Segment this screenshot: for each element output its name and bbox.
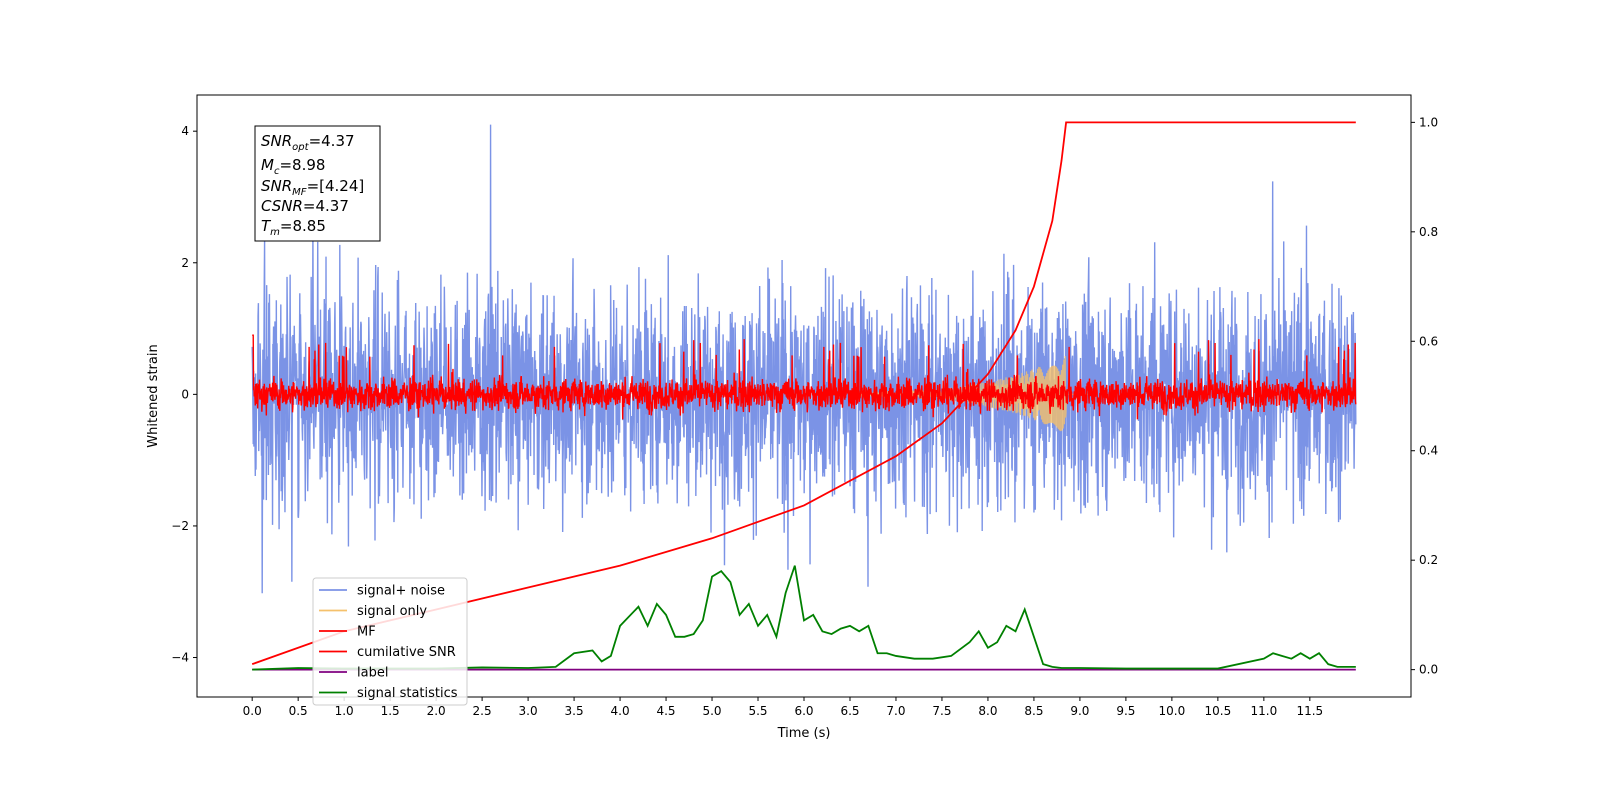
x-tick-label: 9.5 bbox=[1116, 704, 1135, 718]
legend-entry-label: signal+ noise bbox=[357, 584, 445, 599]
legend-entry-label: signal only bbox=[357, 604, 427, 619]
annotation-mc: Mc=8.98 bbox=[261, 156, 325, 177]
annotation-tm: Tm=8.85 bbox=[261, 217, 326, 238]
x-tick-label: 0.0 bbox=[243, 704, 262, 718]
y-left-tick-label: 0 bbox=[181, 387, 189, 401]
y-left-tick-label: −4 bbox=[171, 651, 189, 665]
x-tick-label: 2.0 bbox=[427, 704, 446, 718]
x-tick-label: 2.5 bbox=[473, 704, 492, 718]
x-tick-label: 8.0 bbox=[978, 704, 997, 718]
x-tick-label: 7.5 bbox=[932, 704, 951, 718]
y-right-tick-label: 0.6 bbox=[1419, 334, 1438, 348]
x-tick-label: 7.0 bbox=[886, 704, 905, 718]
legend: signal+ noise signal only MF cumilative SNR… bbox=[312, 577, 468, 706]
annotation-snr-opt: SNRopt=4.37 bbox=[261, 132, 355, 153]
x-tick-label: 6.0 bbox=[794, 704, 813, 718]
y-right-ticks: 1.0 0.8 0.6 0.4 0.2 0.0 bbox=[1411, 115, 1438, 677]
x-tick-label: 8.5 bbox=[1024, 704, 1043, 718]
legend-entry-label: cumilative SNR bbox=[357, 645, 456, 660]
x-tick-label: 11.0 bbox=[1250, 704, 1277, 718]
y-left-ticks: 4 2 0 −2 −4 bbox=[171, 124, 197, 665]
x-tick-label: 1.5 bbox=[381, 704, 400, 718]
x-tick-label: 4.0 bbox=[611, 704, 630, 718]
annotation-snr-opt-value: 4.37 bbox=[321, 132, 354, 150]
x-tick-label: 5.5 bbox=[748, 704, 767, 718]
y-right-tick-label: 0.2 bbox=[1419, 553, 1438, 567]
x-axis-label: Time (s) bbox=[777, 726, 831, 741]
x-tick-label: 4.5 bbox=[656, 704, 675, 718]
legend-entry-label: MF bbox=[357, 625, 376, 640]
annotation-csnr: CSNR=4.37 bbox=[261, 197, 349, 215]
x-tick-label: 11.5 bbox=[1296, 704, 1323, 718]
annotation-snr-mf-value: [4.24] bbox=[319, 177, 364, 195]
legend-entry-label: signal statistics bbox=[357, 686, 458, 701]
x-tick-label: 10.0 bbox=[1159, 704, 1186, 718]
annotation-tm-value: 8.85 bbox=[293, 217, 326, 235]
x-tick-label: 1.0 bbox=[335, 704, 354, 718]
y-right-tick-label: 0.4 bbox=[1419, 444, 1438, 458]
x-tick-label: 0.5 bbox=[289, 704, 308, 718]
stats-annotation: SNRopt=4.37 Mc=8.98 SNRMF=[4.24] CSNR=4.… bbox=[254, 125, 381, 242]
y-left-tick-label: −2 bbox=[171, 519, 189, 533]
x-tick-label: 10.5 bbox=[1205, 704, 1232, 718]
x-tick-label: 3.5 bbox=[565, 704, 584, 718]
x-tick-label: 5.0 bbox=[702, 704, 721, 718]
y-right-tick-label: 0.0 bbox=[1419, 663, 1438, 677]
annotation-csnr-value: 4.37 bbox=[316, 197, 349, 215]
y-right-tick-label: 1.0 bbox=[1419, 115, 1438, 129]
annotation-snr-mf: SNRMF=[4.24] bbox=[261, 177, 364, 198]
legend-entry-label: label bbox=[357, 666, 388, 681]
y-left-tick-label: 4 bbox=[181, 124, 189, 138]
x-tick-label: 9.0 bbox=[1070, 704, 1089, 718]
annotation-mc-value: 8.98 bbox=[292, 156, 325, 174]
series-signal-noise bbox=[251, 124, 1357, 594]
x-tick-label: 3.0 bbox=[519, 704, 538, 718]
x-tick-label: 6.5 bbox=[840, 704, 859, 718]
series-signal-statistics bbox=[252, 565, 1356, 671]
x-ticks: 0.0 0.5 1.0 1.5 2.0 2.5 3.0 3.5 4.0 4.5 5.0 5.5 6.0 6… bbox=[243, 697, 1323, 718]
series-cumulative-snr bbox=[251, 121, 1356, 666]
y-axis-label: Whitened strain bbox=[146, 344, 161, 447]
y-left-tick-label: 2 bbox=[181, 256, 189, 270]
series-mf bbox=[252, 334, 1357, 420]
y-right-tick-label: 0.8 bbox=[1419, 225, 1438, 239]
